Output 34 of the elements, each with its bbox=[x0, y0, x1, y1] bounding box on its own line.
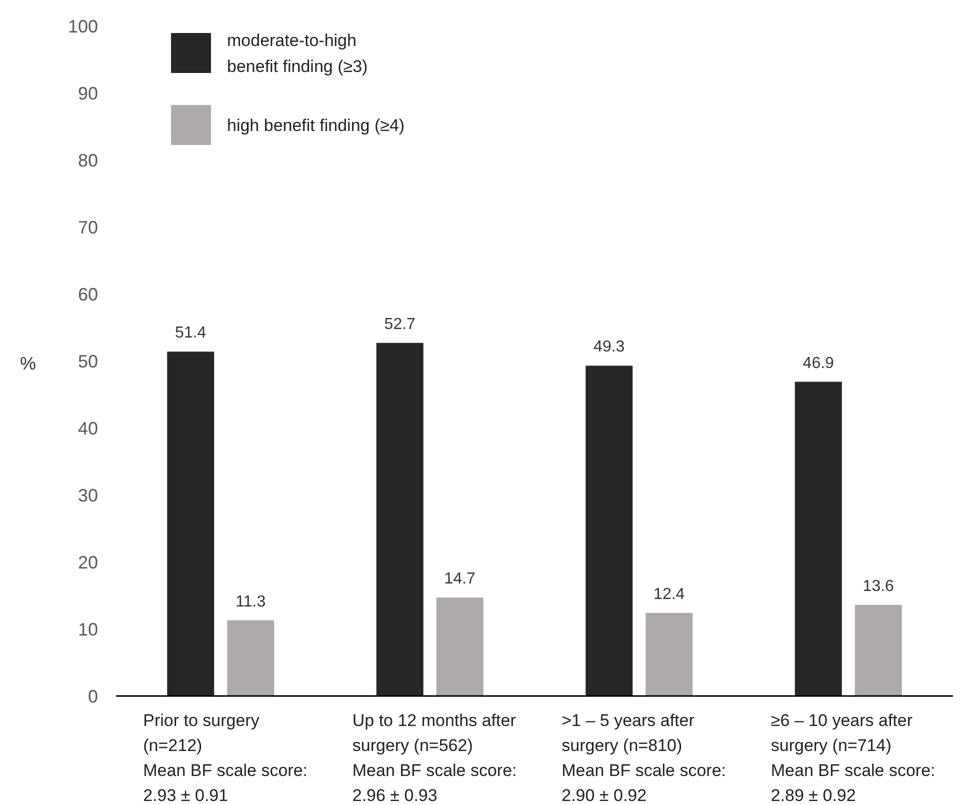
bar bbox=[376, 342, 424, 696]
legend-label: moderate-to-high benefit finding (≥3) bbox=[227, 30, 368, 76]
y-tick-label: 100 bbox=[68, 16, 98, 36]
data-label: 12.4 bbox=[654, 586, 685, 603]
y-tick-label: 50 bbox=[78, 351, 98, 372]
y-tick-label: 60 bbox=[78, 284, 98, 304]
bar bbox=[646, 612, 693, 696]
x-tick-label: Prior to surgery (n=212) Mean BF scale score: 2.93 ± 0.91 bbox=[143, 711, 308, 805]
y-tick-label: 40 bbox=[78, 418, 98, 438]
y-tick-label: 30 bbox=[78, 485, 98, 506]
bar bbox=[794, 382, 842, 696]
data-label: 49.3 bbox=[594, 338, 625, 356]
data-label: 11.3 bbox=[236, 593, 266, 610]
data-label: 52.7 bbox=[384, 316, 416, 333]
y-tick-label: 0 bbox=[88, 686, 98, 706]
x-tick-label: >1 – 5 years after surgery (n=810) Mean BF scale score: 2.90 ± 0.92 bbox=[562, 711, 726, 805]
bar bbox=[854, 604, 902, 696]
data-label: 14.7 bbox=[444, 570, 476, 588]
bar bbox=[167, 352, 214, 696]
y-axis-title: % bbox=[20, 353, 36, 374]
y-tick-label: 20 bbox=[78, 552, 98, 572]
bar bbox=[586, 366, 633, 696]
y-tick-label: 90 bbox=[78, 83, 98, 104]
y-tick-label: 80 bbox=[78, 150, 98, 170]
x-tick-label: Up to 12 months after surgery (n=562) Mean BF scale score: 2.96 ± 0.93 bbox=[352, 711, 517, 805]
bar bbox=[227, 620, 274, 696]
x-tick-label: ≥6 – 10 years after surgery (n=714) Mean BF scale score: 2.89 ± 0.92 bbox=[770, 711, 936, 805]
bar bbox=[436, 598, 484, 696]
legend-label: high benefit finding (≥4) bbox=[227, 116, 405, 135]
y-tick-label: 70 bbox=[78, 217, 98, 238]
data-label: 13.6 bbox=[862, 578, 894, 595]
data-label: 51.4 bbox=[175, 324, 206, 342]
y-tick-label: 10 bbox=[78, 619, 98, 640]
data-label: 46.9 bbox=[802, 354, 834, 372]
